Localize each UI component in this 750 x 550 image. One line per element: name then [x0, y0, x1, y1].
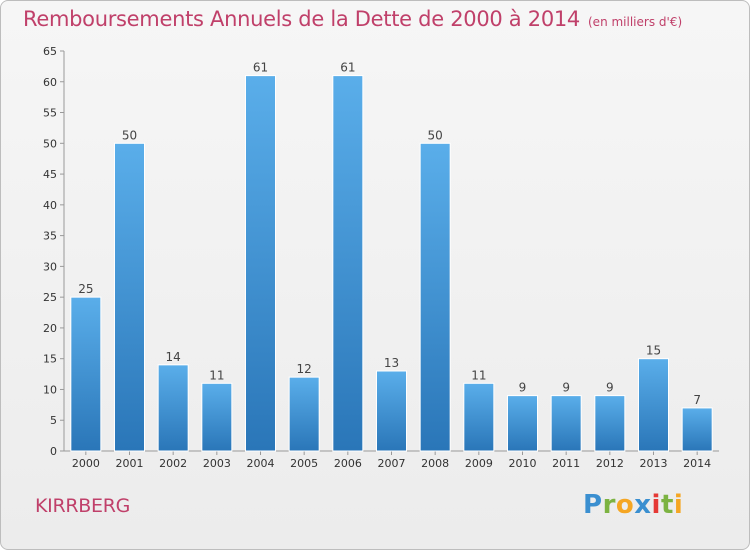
- bar-2011: [550, 395, 582, 452]
- bar-2005: [288, 376, 320, 452]
- bar-value-label: 14: [166, 350, 181, 364]
- bar-value-label: 12: [297, 362, 312, 376]
- bar-2000: [70, 296, 102, 452]
- chart-bars: 25 50 14 11 61 12 61 13 50 11 9 9 9 15 7: [70, 61, 713, 452]
- bar-value-label: 11: [209, 368, 224, 382]
- x-tick-label: 2008: [421, 457, 449, 470]
- bar-2003: [201, 382, 233, 452]
- bar-value-label: 50: [122, 128, 137, 142]
- y-tick-label: 25: [43, 291, 57, 304]
- chart-subtitle: (en milliers d'€): [588, 15, 683, 29]
- bar-2009: [463, 382, 495, 452]
- x-tick-label: 2009: [465, 457, 493, 470]
- bar-2004: [245, 75, 276, 452]
- x-tick-label: 2000: [72, 457, 100, 470]
- chart-title: Remboursements Annuels de la Dette de 20…: [23, 7, 683, 31]
- y-tick-label: 40: [43, 199, 57, 212]
- bar-value-label: 9: [519, 381, 527, 395]
- x-tick-label: 2013: [640, 457, 668, 470]
- bar-2014: [681, 407, 713, 452]
- bar-2010: [507, 395, 538, 452]
- x-tick-label: 2005: [290, 457, 318, 470]
- proxiti-logo: Proxiti: [583, 490, 684, 520]
- bar-value-label: 9: [606, 381, 614, 395]
- y-tick-label: 30: [43, 260, 57, 273]
- x-tick-label: 2003: [203, 457, 231, 470]
- y-tick-label: 10: [43, 383, 57, 396]
- x-tick-label: 2012: [596, 457, 624, 470]
- x-tick-label: 2001: [116, 457, 144, 470]
- chart-axes: 0 5 10 15 20 25 30 35 40 45 50 55 60 65 2000 2001 2002 20…: [43, 45, 719, 470]
- x-tick-label: 2014: [683, 457, 711, 470]
- bar-value-label: 61: [340, 61, 355, 75]
- y-tick-label: 50: [43, 137, 57, 150]
- bar-value-label: 50: [428, 128, 443, 142]
- commune-name: KIRRBERG: [35, 495, 131, 517]
- x-tick-label: 2002: [159, 457, 187, 470]
- x-tick-label: 2010: [509, 457, 537, 470]
- bar-2001: [114, 142, 145, 452]
- bar-value-label: 61: [253, 61, 268, 75]
- bar-value-label: 13: [384, 356, 399, 370]
- bar-value-label: 25: [78, 282, 93, 296]
- y-tick-label: 0: [50, 445, 57, 458]
- bar-2006: [332, 75, 364, 452]
- y-tick-label: 55: [43, 107, 57, 120]
- x-tick-label: 2004: [247, 457, 275, 470]
- bar-value-label: 7: [693, 393, 701, 407]
- bar-value-label: 11: [471, 368, 486, 382]
- x-tick-label: 2011: [552, 457, 580, 470]
- bar-value-label: 15: [646, 344, 661, 358]
- bar-value-label: 9: [562, 381, 570, 395]
- x-tick-label: 2007: [378, 457, 406, 470]
- y-tick-label: 65: [43, 45, 57, 58]
- y-tick-label: 15: [43, 353, 57, 366]
- bar-2007: [376, 370, 407, 452]
- x-tick-label: 2006: [334, 457, 362, 470]
- y-tick-label: 45: [43, 168, 57, 181]
- y-tick-label: 35: [43, 230, 57, 243]
- bar-2002: [157, 364, 189, 452]
- bar-2013: [638, 358, 669, 452]
- bar-2008: [419, 142, 451, 452]
- bar-2012: [594, 395, 626, 452]
- y-tick-label: 20: [43, 322, 57, 335]
- y-tick-label: 5: [50, 414, 57, 427]
- y-tick-label: 60: [43, 76, 57, 89]
